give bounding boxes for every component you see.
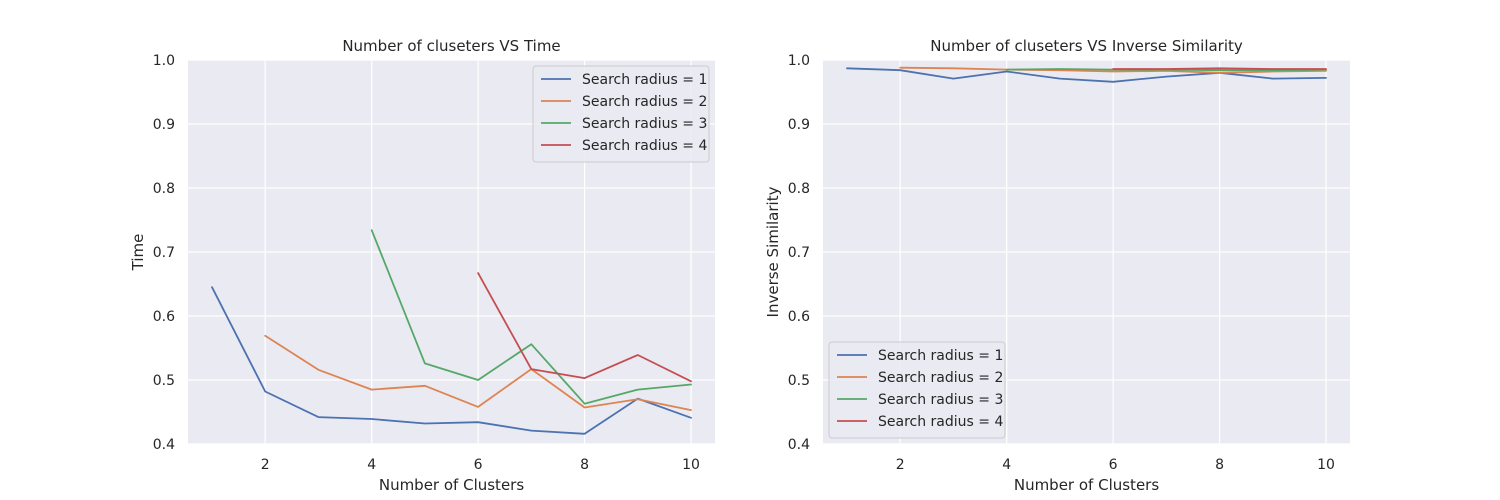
legend-label: Search radius = 2 [878,370,1003,386]
y-tick-label: 0.5 [788,373,810,389]
series-line [370,229,692,405]
y-tick-label: 0.7 [788,245,810,261]
chart-title: Number of cluseters VS Time [342,37,560,55]
y-tick-label: 1.0 [788,53,810,69]
y-tick-label: 0.9 [788,117,810,133]
x-tick-label: 10 [682,457,700,473]
x-tick-label: 2 [261,457,270,473]
series-line [899,66,1327,74]
legend-label: Search radius = 2 [582,94,707,110]
x-tick-label: 2 [896,457,905,473]
legend-label: Search radius = 4 [878,414,1003,430]
y-tick-label: 0.9 [153,117,175,133]
x-axis-label: Number of Clusters [1014,476,1159,494]
series-line [264,334,692,412]
y-tick-label: 0.8 [788,181,810,197]
y-tick-label: 0.4 [153,437,175,453]
legend-box [532,65,710,163]
x-tick-label: 4 [1002,457,1011,473]
legend-label: Search radius = 3 [878,392,1003,408]
y-tick-label: 0.8 [153,181,175,197]
x-tick-label: 8 [1215,457,1224,473]
x-tick-label: 6 [1109,457,1118,473]
legend-label: Search radius = 4 [582,138,707,154]
legend-label: Search radius = 3 [582,116,707,132]
y-tick-label: 0.6 [788,309,810,325]
inverse-similarity-chart-panel: 0.4 0.5 0.6 0.7 0.8 0.9 1.0 2 4 6 8 10 Number of clu… [764,37,1350,494]
x-axis-label: Number of Clusters [379,476,524,494]
y-tick-label: 0.7 [153,245,175,261]
legend: Search radius = 1 Search radius = 2 Search… [532,65,710,163]
series-line [477,272,692,383]
x-tick-label: 4 [367,457,376,473]
y-axis-label: Time [129,234,147,272]
legend-label: Search radius = 1 [582,72,707,88]
chart-title: Number of cluseters VS Inverse Similarit… [930,37,1243,55]
x-tick-label: 8 [580,457,589,473]
legend-box [828,341,1006,439]
y-axis-label: Inverse Similarity [764,186,782,317]
legend: Search radius = 1 Search radius = 2 Search… [828,341,1006,439]
y-tick-label: 0.4 [788,437,810,453]
series-line [211,286,692,435]
time-chart-panel: 0.4 0.5 0.6 0.7 0.8 0.9 1.0 2 4 6 8 10 Number of clu… [129,37,715,494]
x-tick-label: 10 [1317,457,1335,473]
y-tick-label: 0.6 [153,309,175,325]
x-tick-label: 6 [474,457,483,473]
legend-label: Search radius = 1 [878,348,1003,364]
series-line [1112,67,1327,70]
y-tick-label: 0.5 [153,373,175,389]
series-line [846,67,1327,83]
y-tick-label: 1.0 [153,53,175,69]
